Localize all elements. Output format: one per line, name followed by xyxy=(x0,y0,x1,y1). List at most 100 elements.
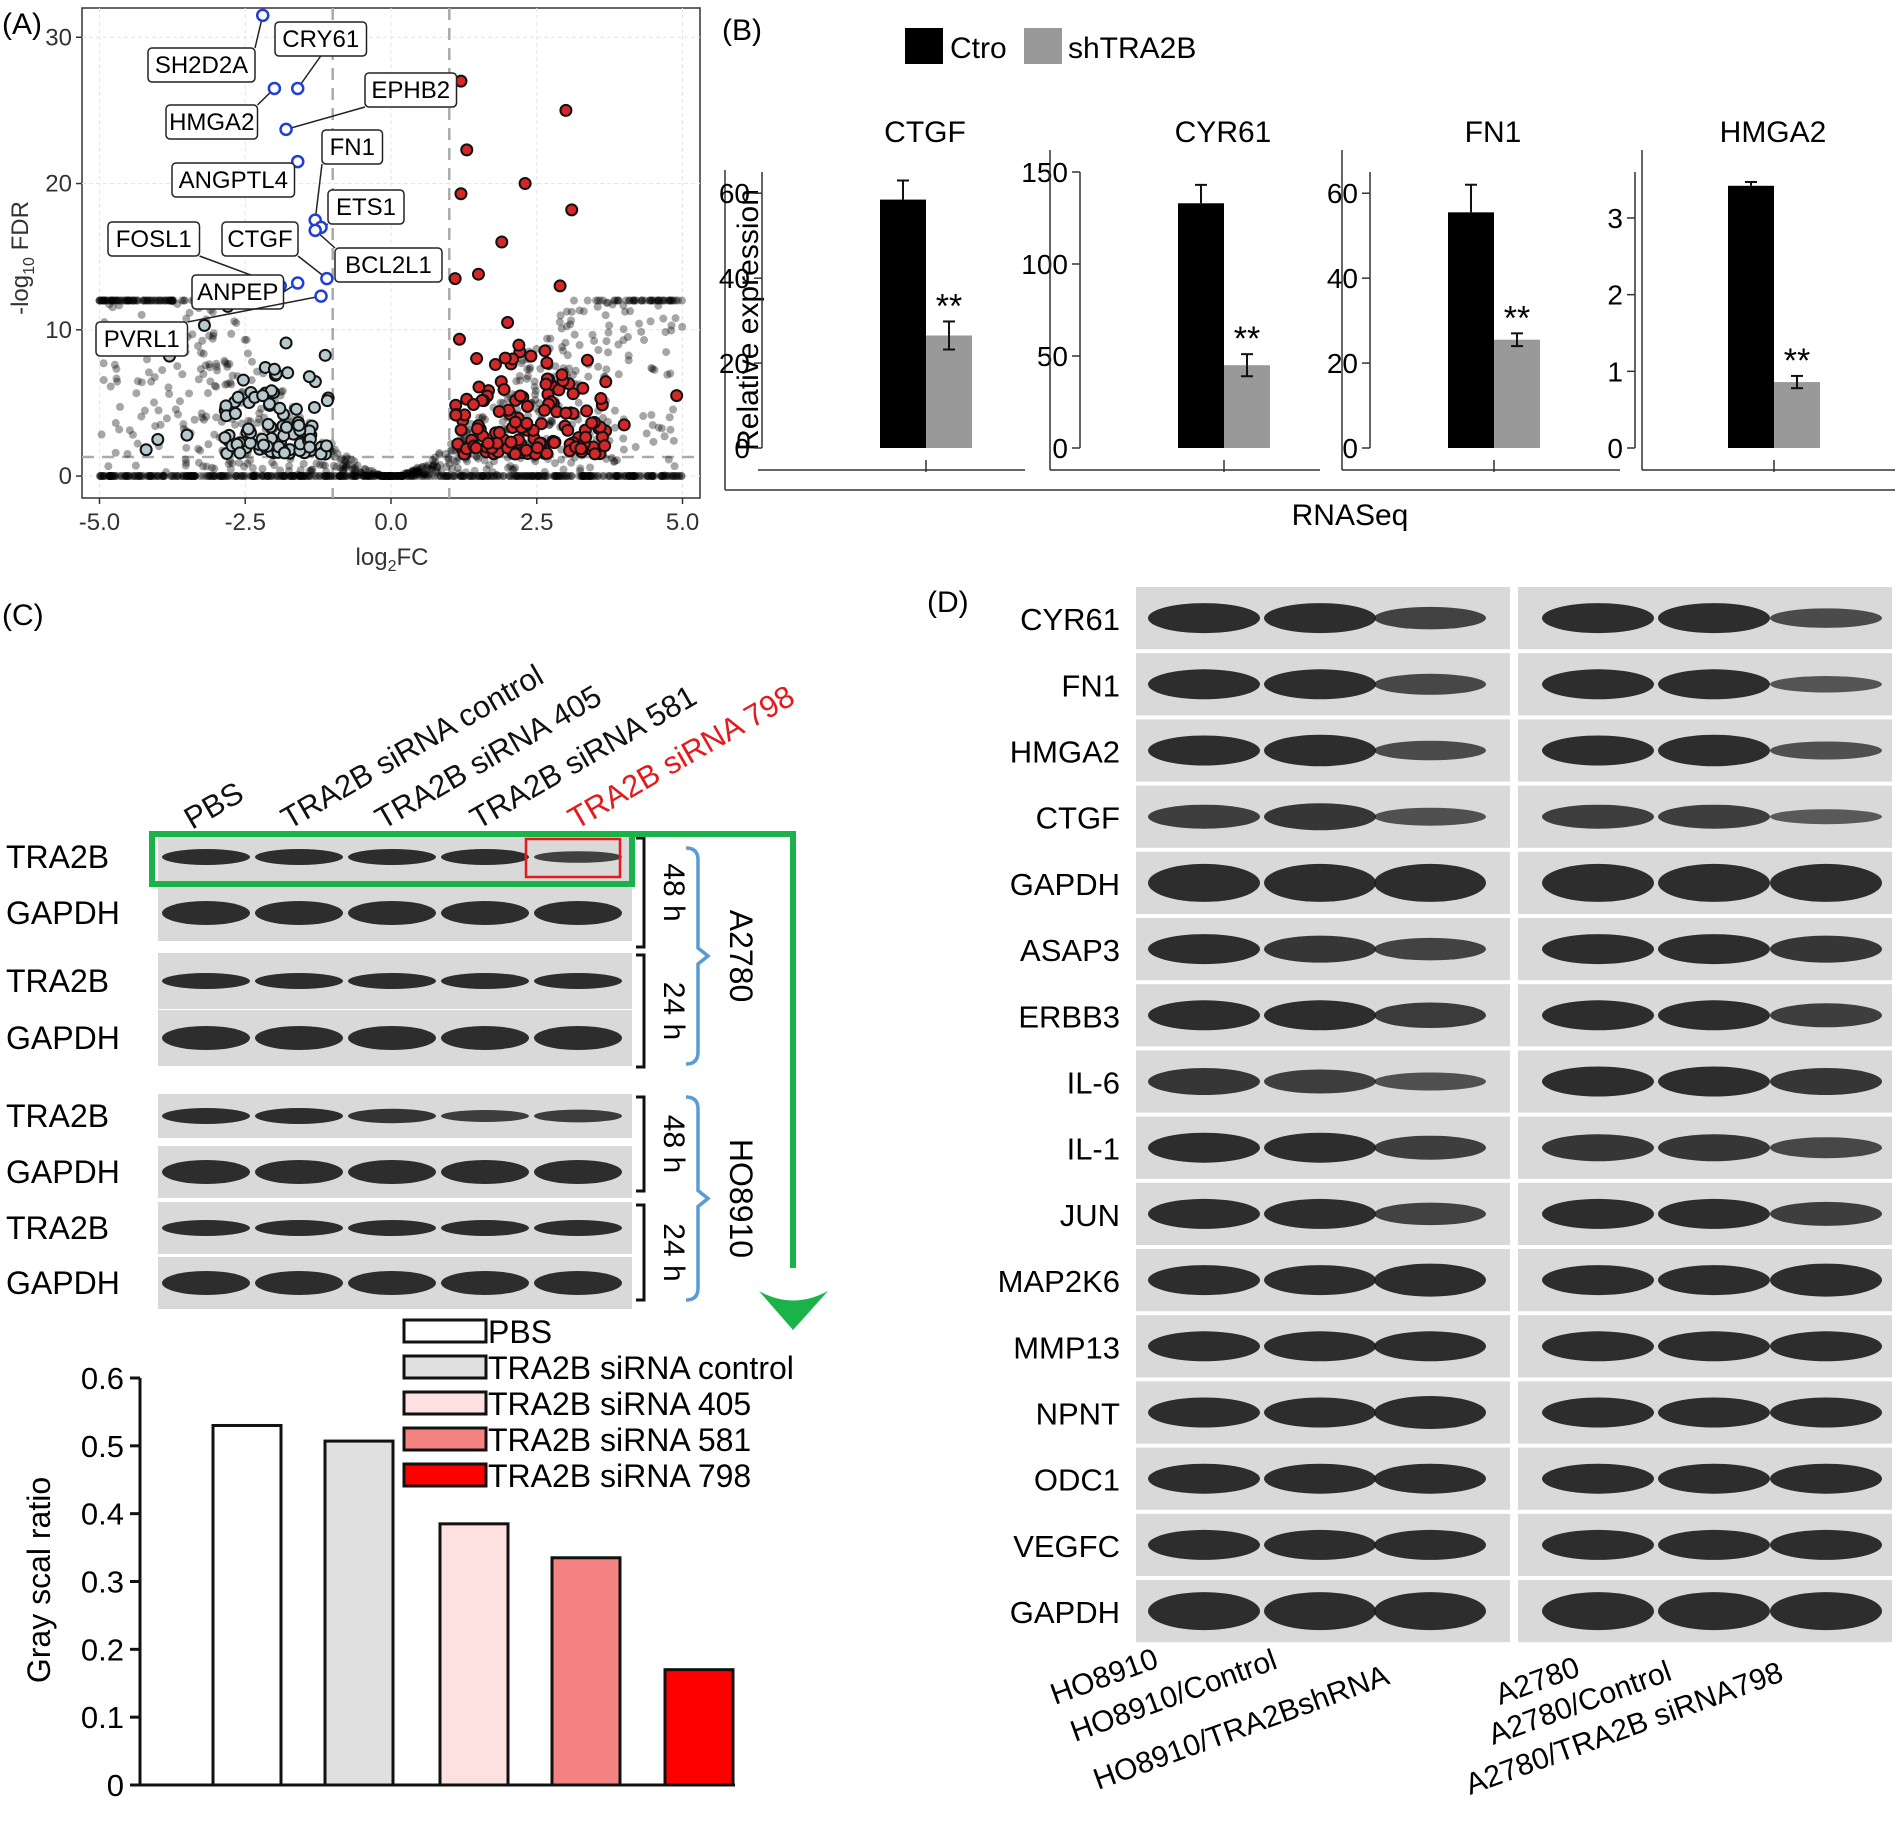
volcano-down-point xyxy=(292,418,306,432)
volcano-nonsig-point xyxy=(483,472,492,481)
volcano-nonsig-point xyxy=(100,296,109,305)
volcano-up-point xyxy=(617,418,631,432)
volcano-nonsig-point xyxy=(614,472,623,481)
rnaseq-bar-shtra2b xyxy=(926,335,972,448)
volcano-nonsig-point xyxy=(625,296,634,305)
volcano-nonsig-point xyxy=(490,472,499,481)
volcano-down-point xyxy=(218,431,232,445)
volcano-nonsig-point xyxy=(628,472,637,481)
volcano-nonsig-point xyxy=(326,472,335,481)
volcano-up-point xyxy=(470,422,484,436)
volcano-nonsig-point xyxy=(516,472,525,481)
volcano-nonsig-point xyxy=(512,472,521,481)
volcano-nonsig-point xyxy=(115,301,124,310)
volcano-nonsig-point xyxy=(603,298,612,307)
volcano-nonsig-point xyxy=(660,432,669,441)
volcano-nonsig-point xyxy=(522,374,531,383)
volcano-nonsig-point xyxy=(204,440,213,449)
volcano-nonsig-point xyxy=(330,452,339,461)
volcano-nonsig-point xyxy=(362,471,371,480)
volcano-nonsig-point xyxy=(677,472,686,481)
volcano-nonsig-point xyxy=(538,472,547,481)
volcano-nonsig-point xyxy=(377,472,386,481)
volcano-nonsig-point xyxy=(221,472,230,481)
volcano-nonsig-point xyxy=(398,471,407,480)
volcano-nonsig-point xyxy=(667,321,676,330)
volcano-nonsig-point xyxy=(113,296,122,305)
volcano-nonsig-point xyxy=(359,472,368,481)
volcano-nonsig-point xyxy=(158,472,167,481)
volcano-nonsig-point xyxy=(656,472,665,481)
volcano-nonsig-point xyxy=(212,362,221,371)
volcano-nonsig-point xyxy=(122,472,131,481)
volcano-down-point xyxy=(197,318,211,332)
volcano-nonsig-point xyxy=(112,296,121,305)
volcano-nonsig-point xyxy=(678,322,687,331)
volcano-nonsig-point xyxy=(623,333,632,342)
volcano-nonsig-point xyxy=(210,472,219,481)
volcano-nonsig-point xyxy=(95,296,104,305)
blot-d-band xyxy=(1264,1529,1376,1560)
volcano-nonsig-point xyxy=(654,296,663,305)
volcano-nonsig-point xyxy=(504,472,513,481)
blot-d-row-label: VEGFC xyxy=(1013,1529,1120,1564)
volcano-nonsig-point xyxy=(258,471,267,480)
volcano-nonsig-point xyxy=(305,466,314,475)
volcano-nonsig-point xyxy=(518,356,527,365)
volcano-nonsig-point xyxy=(428,464,437,473)
volcano-nonsig-point xyxy=(626,472,635,481)
volcano-nonsig-point xyxy=(413,470,422,479)
volcano-nonsig-point xyxy=(215,472,224,481)
volcano-up-point xyxy=(547,436,561,450)
volcano-label-box xyxy=(191,274,285,310)
volcano-nonsig-point xyxy=(435,449,444,458)
volcano-nonsig-point xyxy=(224,472,233,481)
volcano-nonsig-point xyxy=(409,466,418,475)
volcano-nonsig-point xyxy=(579,472,588,481)
volcano-nonsig-point xyxy=(487,472,496,481)
volcano-nonsig-point xyxy=(657,424,666,433)
volcano-nonsig-point xyxy=(533,472,542,481)
volcano-nonsig-point xyxy=(546,416,555,425)
gray-chart-ytick-label: 0.1 xyxy=(81,1700,124,1735)
blot-c-time-bracket xyxy=(636,1095,646,1193)
blot-c-band xyxy=(255,1108,343,1124)
blot-d-band xyxy=(1374,1002,1486,1029)
gray-chart-legend-label: TRA2B siRNA 405 xyxy=(488,1386,751,1422)
volcano-nonsig-point xyxy=(182,458,191,467)
blot-c-band xyxy=(162,849,250,865)
volcano-nonsig-point xyxy=(330,445,339,454)
volcano-nonsig-point xyxy=(452,457,461,466)
volcano-nonsig-point xyxy=(235,458,244,467)
volcano-nonsig-point xyxy=(199,462,208,471)
volcano-nonsig-point xyxy=(422,472,431,481)
volcano-up-point xyxy=(501,315,515,329)
volcano-nonsig-point xyxy=(470,466,479,475)
volcano-nonsig-point xyxy=(185,389,194,398)
volcano-nonsig-point xyxy=(127,296,136,305)
blot-d-band xyxy=(1542,1134,1654,1162)
volcano-nonsig-point xyxy=(512,472,521,481)
volcano-nonsig-point xyxy=(523,365,532,374)
volcano-nonsig-point xyxy=(484,472,493,481)
volcano-nonsig-point xyxy=(99,472,108,481)
blot-d-band xyxy=(1770,608,1882,628)
blot-d-row-label: JUN xyxy=(1060,1198,1120,1233)
gray-chart-legend-label: PBS xyxy=(488,1314,552,1350)
volcano-nonsig-point xyxy=(98,472,107,481)
volcano-ylabel-sub: 10 xyxy=(21,257,38,275)
volcano-nonsig-point xyxy=(137,310,146,319)
volcano-nonsig-point xyxy=(232,472,241,481)
blot-d-band xyxy=(1148,1397,1260,1428)
volcano-nonsig-point xyxy=(135,472,144,481)
volcano-nonsig-point xyxy=(442,462,451,471)
volcano-label-box xyxy=(165,104,259,140)
volcano-nonsig-point xyxy=(413,469,422,478)
volcano-nonsig-point xyxy=(407,472,416,481)
volcano-nonsig-point xyxy=(408,471,417,480)
volcano-nonsig-point xyxy=(144,472,153,481)
blot-d-row-label: CTGF xyxy=(1036,801,1120,836)
volcano-nonsig-point xyxy=(590,336,599,345)
volcano-nonsig-point xyxy=(364,472,373,481)
gray-chart-ytick-label: 0.2 xyxy=(81,1632,124,1667)
